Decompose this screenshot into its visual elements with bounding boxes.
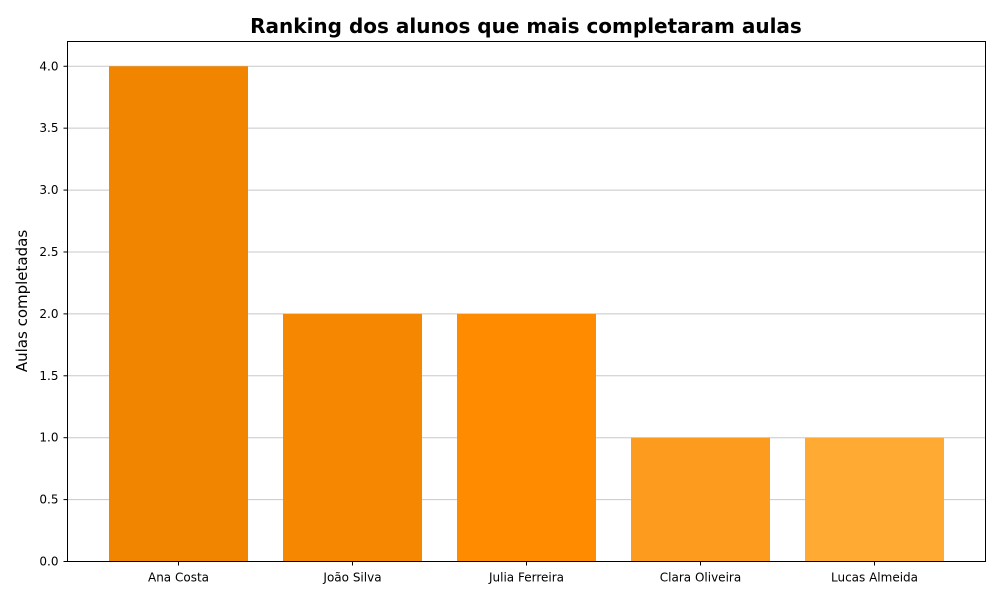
x-tick-label: Lucas Almeida (831, 571, 918, 585)
y-tick-label: 3.0 (39, 183, 58, 197)
x-tick-label: Clara Oliveira (660, 571, 741, 585)
bar (805, 437, 944, 562)
y-tick-label: 2.0 (39, 307, 58, 321)
y-tick-label: 1.5 (39, 369, 58, 383)
y-axis-label: Aulas completadas (13, 230, 31, 372)
plot-frame (67, 41, 986, 562)
bar (631, 437, 770, 562)
bar (109, 66, 248, 562)
bar (283, 313, 422, 562)
y-tick-label: 1.0 (39, 431, 58, 445)
y-tick-label: 3.5 (39, 121, 58, 135)
x-tick-label: Ana Costa (148, 571, 209, 585)
bar (457, 313, 596, 562)
x-ticks: Ana Costa João Silva Julia Ferreira Clara O… (148, 561, 918, 585)
x-tick-label: Julia Ferreira (488, 571, 564, 585)
y-tick-label: 0.0 (39, 555, 58, 569)
y-tick-label: 2.5 (39, 245, 58, 259)
bars (109, 66, 944, 562)
x-tick-label: João Silva (322, 571, 381, 585)
y-tick-label: 0.5 (39, 493, 58, 507)
chart-title: Ranking dos alunos que mais completaram … (250, 14, 802, 38)
y-tick-label: 4.0 (39, 59, 58, 73)
y-ticks: 0.0 0.5 1.0 1.5 2.0 2.5 3.0 3.5 4.0 (39, 59, 68, 569)
